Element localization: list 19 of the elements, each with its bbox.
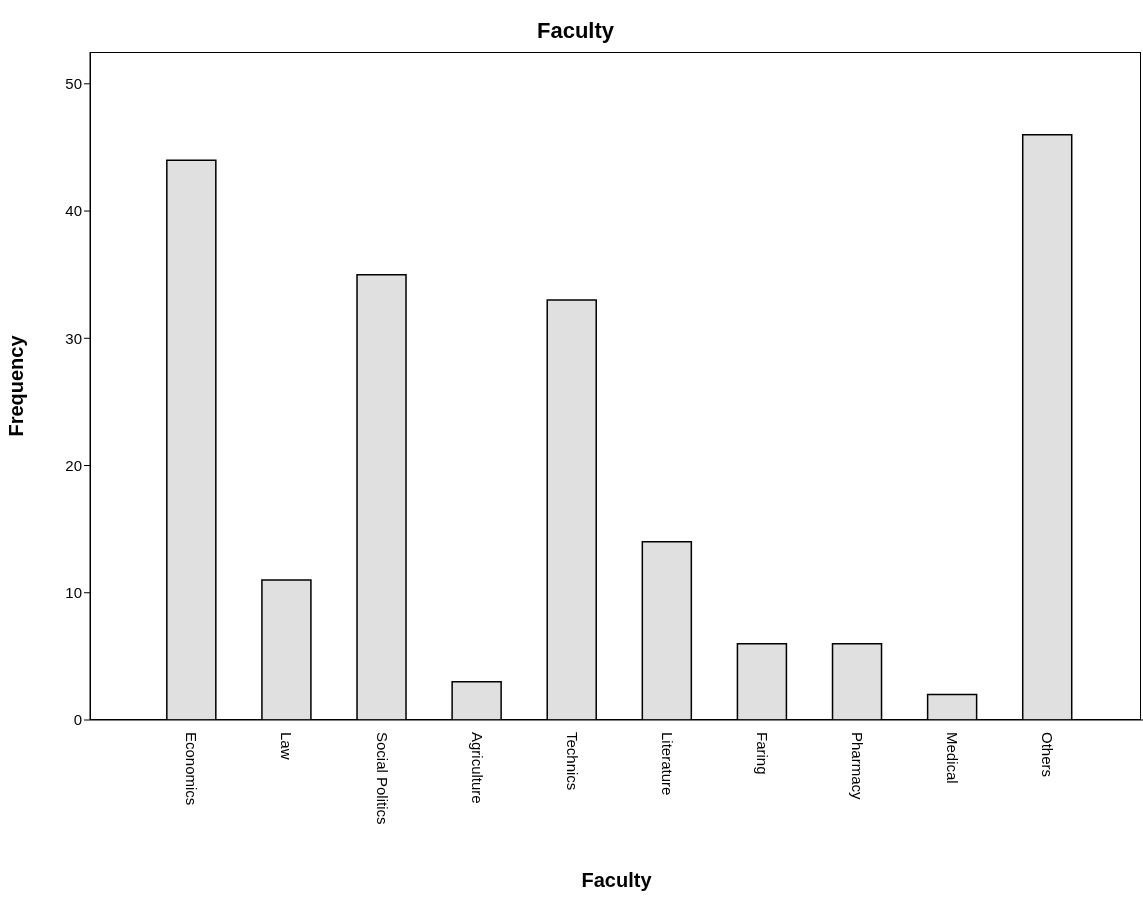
x-tick-label: Literature — [658, 732, 676, 796]
x-tick-label: Law — [278, 732, 296, 760]
x-tick-label: Others — [1039, 732, 1057, 778]
y-tick-label: 40 — [65, 202, 82, 220]
x-tick-label: Agriculture — [468, 732, 486, 804]
chart-title: Faculty — [536, 18, 615, 44]
x-tick-label: Social Politics — [373, 732, 391, 825]
y-tick-label: 30 — [65, 329, 82, 347]
y-tick-label: 50 — [65, 75, 82, 93]
x-tick-label: Medical — [944, 732, 962, 784]
x-tick-label: Pharmacy — [849, 732, 866, 801]
x-axis-title: Faculty — [581, 869, 653, 891]
y-tick-label: 0 — [73, 711, 82, 729]
y-axis-title: Frequency — [5, 334, 28, 437]
y-tick-label: 10 — [65, 584, 82, 602]
x-tick-label: Technics — [563, 732, 581, 791]
x-tick-label: Economics — [183, 732, 201, 806]
y-tick-label: 20 — [65, 456, 82, 474]
x-tick-label: Faring — [753, 732, 771, 775]
